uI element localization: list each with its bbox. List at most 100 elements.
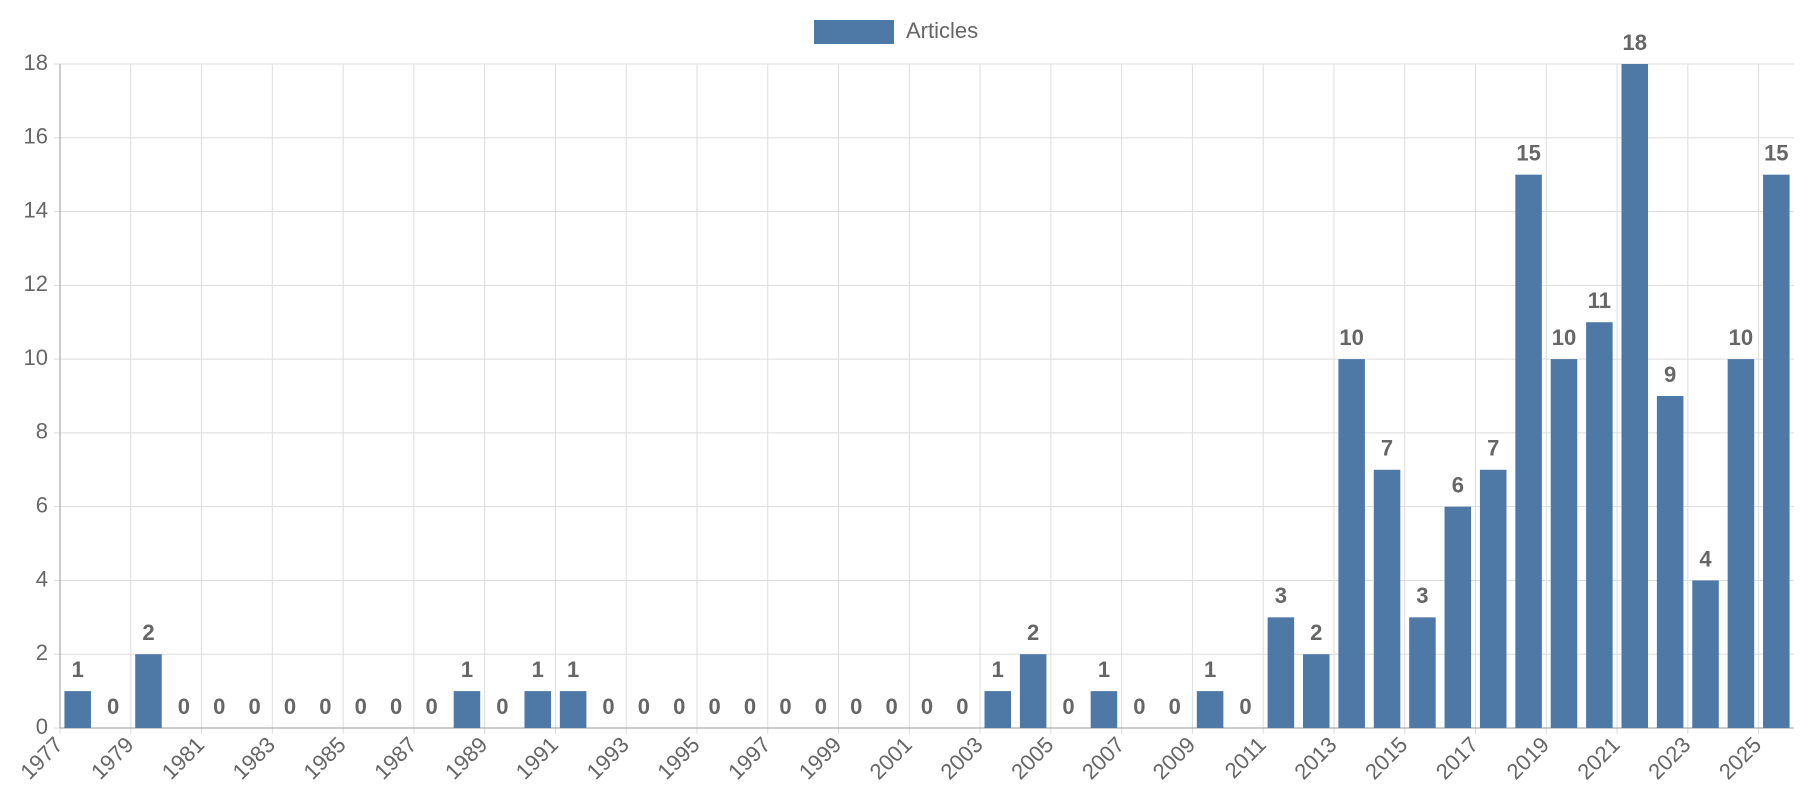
value-label: 0	[390, 694, 402, 719]
bar	[1302, 654, 1330, 728]
y-tick-label: 6	[36, 492, 48, 517]
x-tick-label: 2017	[1431, 732, 1483, 784]
x-tick-label: 1987	[369, 732, 421, 784]
value-label: 2	[1310, 620, 1322, 645]
value-label: 3	[1275, 583, 1287, 608]
bar	[1409, 617, 1436, 728]
bar	[1550, 359, 1578, 728]
bar	[1727, 359, 1755, 728]
value-label: 2	[1027, 620, 1039, 645]
value-label: 7	[1381, 436, 1393, 461]
value-label: 6	[1452, 472, 1464, 497]
x-tick-label: 2007	[1077, 732, 1129, 784]
x-tick-label: 1991	[511, 732, 563, 784]
bar	[984, 691, 1012, 728]
value-label: 7	[1487, 436, 1499, 461]
value-label: 0	[355, 694, 367, 719]
x-tick-label: 2023	[1643, 732, 1695, 784]
value-label: 18	[1623, 30, 1647, 55]
value-label: 0	[1133, 694, 1145, 719]
bar	[1338, 359, 1365, 728]
x-tick-label: 2011	[1220, 732, 1271, 783]
bar	[1479, 469, 1507, 728]
bar	[135, 654, 162, 728]
x-tick-label: 1977	[15, 732, 67, 784]
x-tick-label: 1999	[794, 732, 846, 784]
value-label: 15	[1764, 140, 1788, 165]
value-label: 0	[319, 694, 331, 719]
value-label: 3	[1416, 583, 1428, 608]
x-tick-label: 2001	[865, 732, 917, 784]
value-label: 1	[1204, 657, 1216, 682]
y-tick-label: 16	[24, 124, 48, 149]
x-tick-label: 2019	[1502, 732, 1554, 784]
bar	[1267, 617, 1295, 728]
value-label: 0	[638, 694, 650, 719]
value-label: 0	[815, 694, 827, 719]
x-tick-label: 2013	[1289, 732, 1341, 784]
value-label: 11	[1588, 288, 1611, 313]
x-tick-label: 1983	[228, 732, 280, 784]
bar	[1019, 654, 1047, 728]
value-label: 0	[284, 694, 296, 719]
value-label: 0	[850, 694, 862, 719]
x-tick-label: 2005	[1006, 732, 1058, 784]
value-label: 1	[1098, 657, 1110, 682]
y-tick-label: 14	[24, 197, 48, 222]
value-label: 9	[1664, 362, 1676, 387]
bar	[1444, 506, 1472, 728]
value-label: 1	[72, 657, 84, 682]
bar	[1196, 691, 1224, 728]
value-label: 0	[1239, 694, 1251, 719]
bar	[1373, 469, 1401, 728]
y-tick-label: 8	[36, 419, 48, 444]
value-label: 2	[142, 620, 154, 645]
value-label: 0	[673, 694, 685, 719]
bar	[453, 691, 481, 728]
value-label: 0	[602, 694, 614, 719]
x-tick-label: 1995	[652, 732, 704, 784]
bar	[1621, 64, 1649, 728]
value-label: 0	[249, 694, 261, 719]
value-label: 0	[107, 694, 119, 719]
bar	[1586, 322, 1613, 728]
value-label: 10	[1339, 325, 1363, 350]
x-tick-label: 1997	[723, 732, 775, 784]
value-label: 0	[1062, 694, 1074, 719]
value-label: 0	[885, 694, 897, 719]
x-tick-label: 2025	[1714, 732, 1766, 784]
value-label: 0	[213, 694, 225, 719]
bar	[1515, 174, 1542, 728]
legend-swatch	[814, 20, 894, 44]
y-tick-label: 2	[36, 640, 48, 665]
legend-label: Articles	[906, 18, 978, 43]
value-label: 1	[992, 657, 1004, 682]
bar	[524, 691, 552, 728]
value-label: 0	[744, 694, 756, 719]
value-label: 0	[956, 694, 968, 719]
y-tick-label: 4	[36, 566, 48, 591]
bar	[64, 691, 91, 728]
value-label: 0	[709, 694, 721, 719]
value-label: 0	[425, 694, 437, 719]
x-tick-label: 1985	[298, 732, 350, 784]
value-label: 10	[1552, 325, 1576, 350]
value-label: 15	[1516, 140, 1540, 165]
x-tick-label: 1981	[157, 732, 209, 784]
value-label: 10	[1729, 325, 1753, 350]
x-tick-label: 1989	[440, 732, 492, 784]
value-label: 4	[1699, 546, 1712, 571]
bar	[559, 691, 587, 728]
y-tick-label: 10	[24, 345, 48, 370]
value-label: 0	[779, 694, 791, 719]
value-label: 0	[1169, 694, 1181, 719]
value-label: 0	[496, 694, 508, 719]
bar	[1692, 580, 1719, 728]
x-tick-label: 2009	[1148, 732, 1200, 784]
value-label: 0	[178, 694, 190, 719]
value-label: 1	[532, 657, 544, 682]
x-tick-label: 2021	[1572, 732, 1624, 784]
value-label: 1	[567, 657, 579, 682]
value-label: 0	[921, 694, 933, 719]
